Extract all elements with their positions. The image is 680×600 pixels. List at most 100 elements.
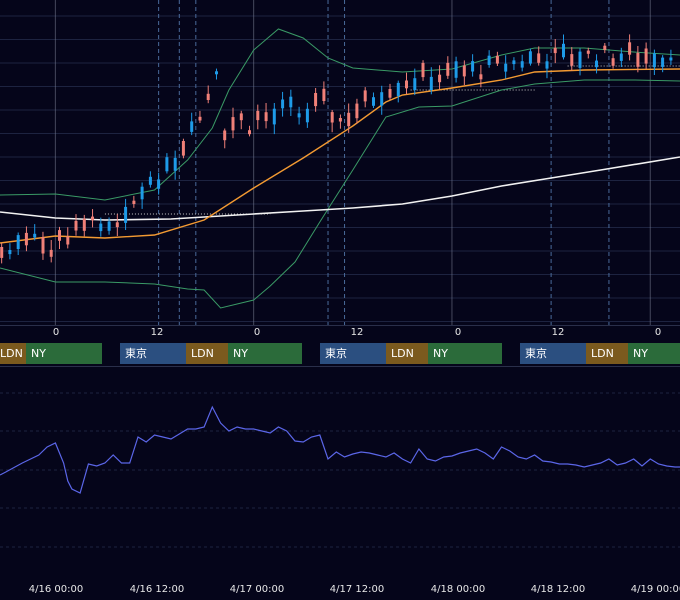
candle-up (289, 96, 293, 108)
candle-down (181, 141, 185, 156)
candle-up (157, 179, 161, 189)
candle-down (355, 103, 359, 119)
candle-up (215, 71, 218, 75)
candle-up (190, 121, 194, 132)
candle-down (239, 113, 243, 121)
session-london: LDN (586, 343, 628, 364)
candle-up (528, 51, 532, 64)
date-tick-label: 4/17 12:00 (329, 584, 385, 595)
session-london: LDN (386, 343, 428, 364)
date-tick-label: 4/16 12:00 (129, 584, 185, 595)
candle-up (661, 57, 665, 67)
session-newyork: NY (428, 343, 502, 364)
candle-down (421, 62, 425, 78)
candle-down (388, 89, 392, 98)
date-axis: 4/16 00:00 4/16 12:00 4/17 00:00 4/17 12… (0, 580, 680, 600)
candle-up (33, 233, 37, 238)
candle-up (520, 61, 524, 68)
price-chart-panel[interactable] (0, 0, 680, 325)
candle-up (562, 43, 565, 58)
candle-up (487, 55, 491, 65)
candle-up (545, 61, 549, 69)
candle-up (595, 60, 598, 68)
session-tokyo: 東京 (320, 343, 386, 364)
candle-down (636, 52, 640, 67)
short-moving-average-line (0, 68, 680, 244)
candle-up (413, 78, 417, 90)
session-newyork: NY (628, 343, 680, 364)
candle-down (0, 247, 4, 258)
session-newyork: NY (228, 343, 302, 364)
candle-down (446, 62, 450, 76)
date-tick-label: 4/19 00:00 (630, 584, 680, 595)
session-newyork: NY (26, 343, 102, 364)
oscillator-svg[interactable] (0, 367, 680, 581)
candle-up (305, 108, 309, 123)
candle-down (66, 236, 70, 245)
candle-down (223, 130, 227, 141)
candle-down (570, 54, 574, 66)
candle-up (272, 108, 276, 125)
candle-down (24, 232, 28, 246)
oscillator-panel[interactable] (0, 366, 680, 581)
candle-down (462, 65, 466, 77)
candle-up (372, 97, 375, 106)
hour-tick-label: 0 (654, 327, 662, 338)
price-hour-axis: 0 12 0 12 0 12 0 (0, 325, 680, 343)
session-tokyo: 東京 (520, 343, 586, 364)
session-london: LDN (0, 343, 26, 364)
candle-down (586, 50, 590, 54)
candle-down (603, 45, 607, 50)
candle-down (495, 55, 499, 64)
candle-down (198, 116, 202, 121)
session-london: LDN (186, 343, 228, 364)
candle-up (429, 76, 433, 90)
candle-up (281, 99, 285, 109)
candle-down (644, 48, 648, 64)
candle-down (405, 80, 408, 89)
candle-up (140, 186, 144, 200)
date-tick-label: 4/17 00:00 (229, 584, 285, 595)
candle-down (611, 58, 615, 66)
candle-up (512, 60, 516, 65)
candle-down (553, 47, 557, 54)
candle-down (115, 222, 119, 228)
candle-up (471, 61, 475, 72)
candle-up (652, 53, 656, 68)
price-chart-svg[interactable] (0, 0, 680, 325)
session-tokyo: 東京 (120, 343, 186, 364)
candle-down (338, 118, 342, 122)
long-moving-average-line (0, 156, 680, 221)
candle-down (248, 130, 251, 135)
candle-down (49, 249, 53, 257)
candle-up (380, 92, 384, 106)
candle-down (330, 112, 334, 123)
candle-down (132, 200, 136, 204)
candle-up (504, 63, 508, 72)
candle-up (396, 82, 400, 97)
candle-up (578, 51, 582, 68)
candle-down (264, 112, 268, 122)
date-tick-label: 4/18 00:00 (430, 584, 486, 595)
date-tick-label: 4/16 00:00 (28, 584, 84, 595)
oscillator-line (0, 405, 680, 494)
hour-tick-label: 12 (551, 327, 565, 338)
candle-down (537, 53, 541, 63)
candle-up (148, 176, 152, 185)
candle-down (322, 88, 326, 101)
candle-up (99, 223, 103, 232)
hour-tick-label: 12 (350, 327, 364, 338)
candle-up (16, 235, 20, 249)
candle-down (314, 93, 318, 107)
candle-down (363, 90, 367, 102)
hour-tick-label: 0 (52, 327, 60, 338)
candle-down (74, 220, 78, 231)
candle-down (82, 218, 86, 231)
candle-up (8, 250, 12, 255)
candle-down (256, 110, 260, 121)
hour-tick-label: 12 (150, 327, 164, 338)
hour-tick-label: 0 (454, 327, 462, 338)
candle-down (91, 216, 94, 221)
market-session-strip: LDN NY 東京 LDN NY 東京 LDN NY 東京 LDN NY (0, 342, 680, 364)
candle-up (165, 157, 169, 172)
